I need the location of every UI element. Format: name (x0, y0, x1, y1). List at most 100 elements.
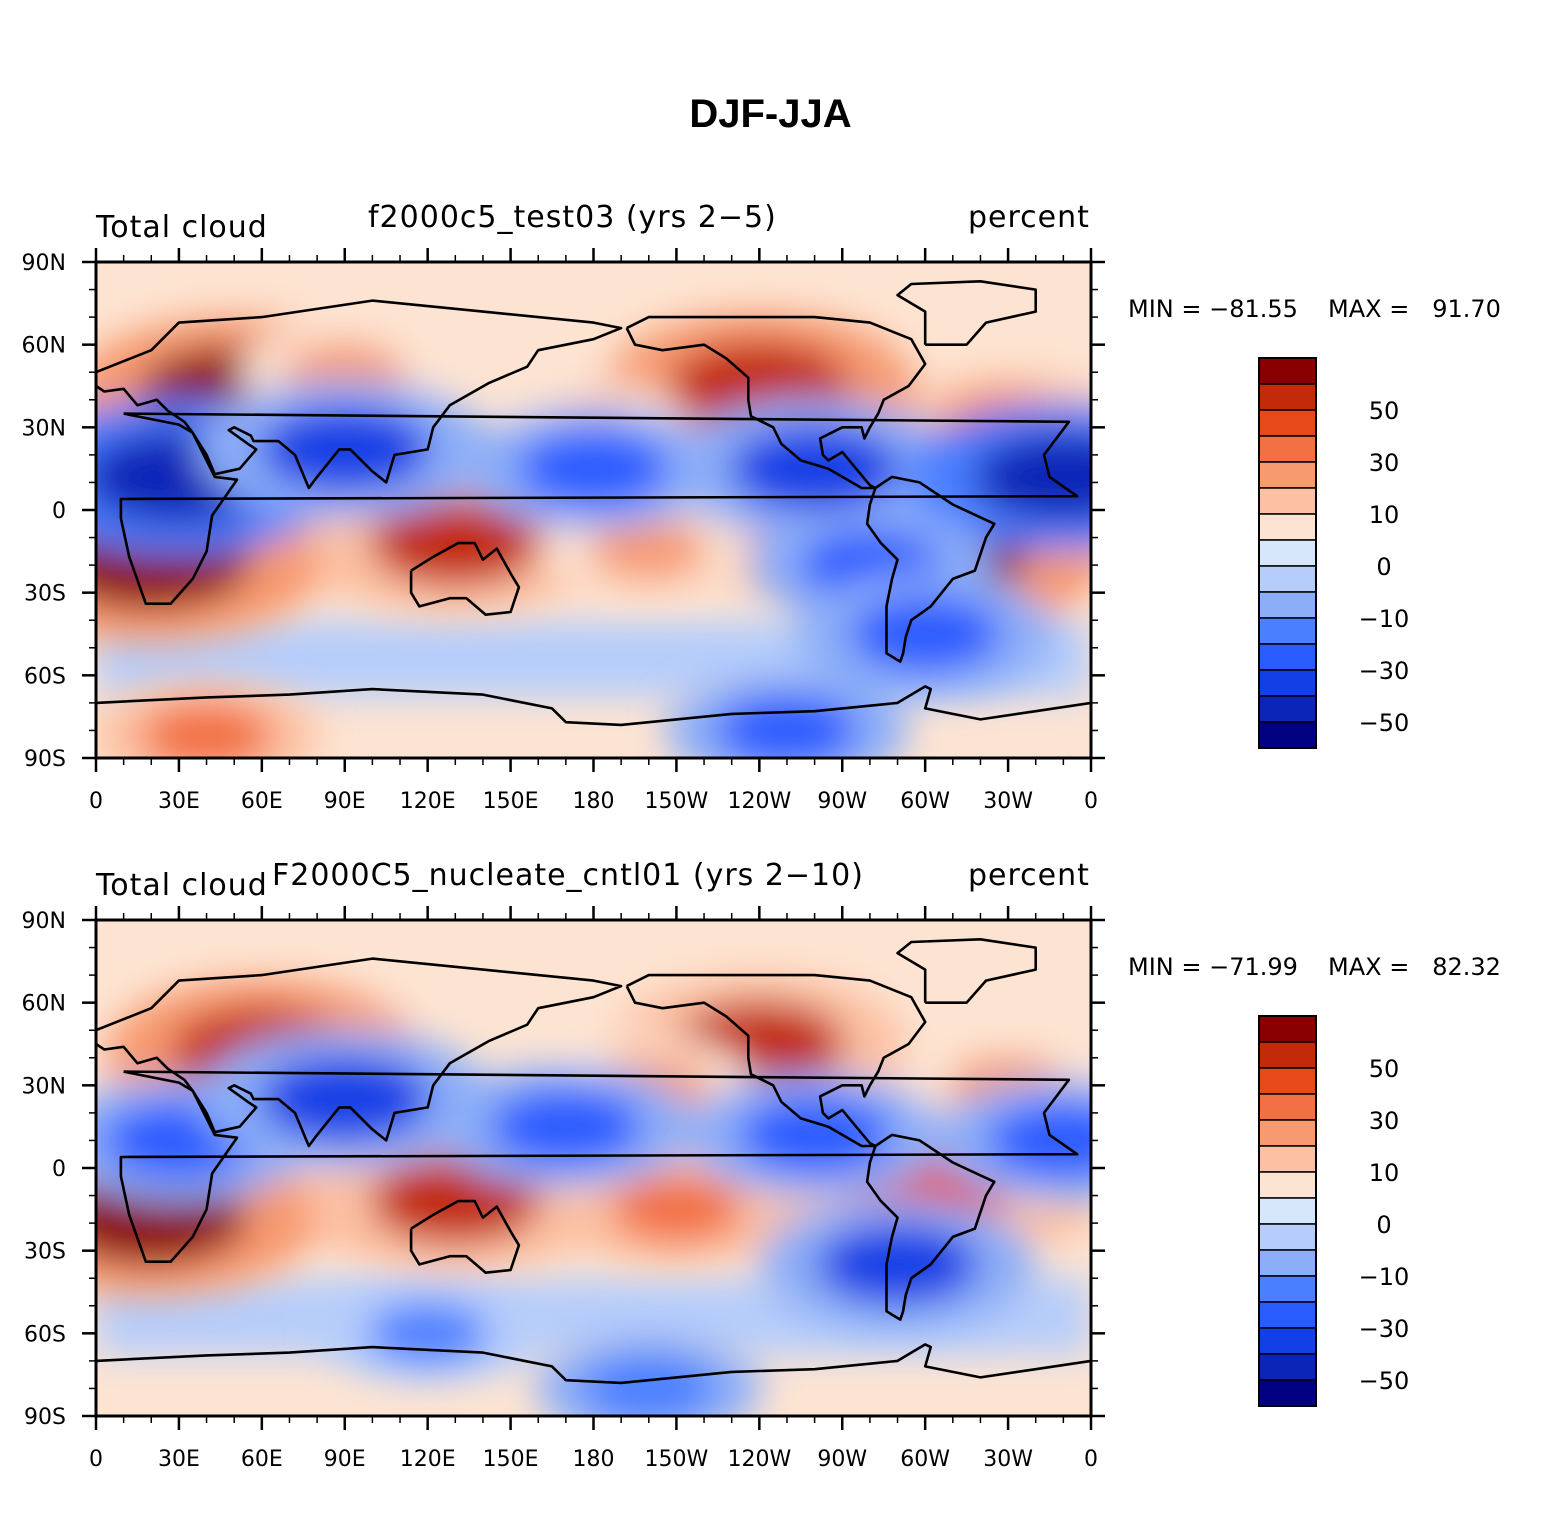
colorbar-bin (1258, 461, 1317, 489)
colorbar-bin (1258, 591, 1317, 619)
y-tick-label: 60N (22, 992, 66, 1017)
units-label: percent (968, 858, 1090, 893)
y-tick-label: 60N (22, 334, 66, 359)
colorbar-frame (1258, 357, 1317, 749)
colorbar-bin (1258, 643, 1317, 671)
coastline (865, 475, 996, 663)
x-tick-label: 60E (241, 789, 283, 814)
x-tick-label: 150W (645, 1447, 709, 1472)
anomaly-core (490, 1088, 642, 1165)
coastline (119, 412, 1079, 606)
x-tick-label: 120W (727, 1447, 791, 1472)
y-tick-label: 90N (22, 909, 66, 934)
colorbar-label: −10 (1359, 1263, 1410, 1291)
x-tick-label: 30E (158, 1447, 200, 1472)
colorbar-label: 0 (1376, 553, 1391, 581)
x-tick-label: 90W (817, 1447, 867, 1472)
colorbar-bin (1258, 1067, 1317, 1095)
y-tick-label: 60S (24, 664, 66, 689)
colorbar-bin (1258, 1353, 1317, 1381)
colorbar-label: −30 (1359, 657, 1410, 685)
colorbar-bin (1258, 1119, 1317, 1147)
x-tick-label: 150E (483, 789, 539, 814)
x-tick-label: 0 (89, 789, 103, 814)
coastline (96, 1343, 1091, 1385)
anomaly-core (518, 430, 669, 507)
colorbar: 50 30 10 0 −10 −30 −50 (1258, 1015, 1410, 1407)
case-label: f2000c5_test03 (yrs 2−5) (368, 200, 777, 235)
units-label: percent (968, 200, 1090, 235)
anomaly-core (588, 521, 710, 582)
y-tick-label: 90S (24, 1405, 66, 1430)
colorbar-bin (1258, 617, 1317, 645)
anomaly-core (988, 1102, 1091, 1179)
y-tick-label: 30N (22, 1074, 66, 1099)
x-tick-label: 180 (573, 789, 615, 814)
map-plot: 0 30E 60E 90E 120E 150E 180 150W 120W 90W 60W 30W 09… (22, 248, 1410, 814)
anomaly-core (370, 1158, 541, 1244)
field-layer (96, 920, 1091, 1416)
colorbar-label: −50 (1359, 1367, 1410, 1395)
colorbar-label: 30 (1369, 449, 1400, 477)
y-tick-label: 30S (24, 582, 66, 607)
anomaly-core (729, 426, 900, 512)
x-tick-label: 30E (158, 789, 200, 814)
anomaly-core (370, 500, 541, 586)
coastline (865, 1133, 996, 1321)
y-tick-label: 60S (24, 1322, 66, 1347)
max-label: MAX = 82.32 (1328, 953, 1501, 981)
x-tick-label: 90E (324, 1447, 366, 1472)
colorbar-label: 0 (1376, 1211, 1391, 1239)
colorbar-label: 10 (1369, 501, 1400, 529)
x-tick-label: 90W (817, 789, 867, 814)
coastline (119, 1070, 1079, 1264)
colorbar-label: 30 (1369, 1107, 1400, 1135)
colorbar-bin (1258, 409, 1317, 437)
colorbar-bin (1258, 539, 1317, 567)
x-tick-label: 150E (483, 1447, 539, 1472)
anomaly-core (141, 703, 272, 758)
colorbar-bin (1258, 383, 1317, 411)
colorbar-bin (1258, 1379, 1317, 1407)
panel-2: Total cloud F2000C5_nucleate_cntl01 (yrs… (0, 658, 1541, 1472)
x-tick-label: 120E (400, 789, 456, 814)
colorbar-label: 50 (1369, 1055, 1400, 1083)
colorbar-bin (1258, 1093, 1317, 1121)
coastline (625, 973, 927, 1148)
panel-1: Total cloud f2000c5_test03 (yrs 2−5) per… (0, 0, 1541, 814)
x-tick-label: 180 (573, 1447, 615, 1472)
coastline (409, 541, 521, 617)
variable-label: Total cloud (96, 210, 268, 245)
colorbar-label: 50 (1369, 397, 1400, 425)
coastlines (96, 279, 1091, 727)
colorbar-bin (1258, 669, 1317, 697)
colorbar-label: −50 (1359, 709, 1410, 737)
y-tick-label: 0 (52, 1157, 66, 1182)
colorbar-bin (1258, 1327, 1317, 1355)
colorbar-bin (1258, 357, 1317, 385)
map-plot: 0 30E 60E 90E 120E 150E 180 150W 120W 90W 60W 30W 09… (22, 906, 1410, 1472)
anomaly-core (973, 431, 1091, 523)
x-tick-label: 120W (727, 789, 791, 814)
colorbar-bin (1258, 1015, 1317, 1043)
colorbar-label: 10 (1369, 1159, 1400, 1187)
min-label: MIN = −81.55 (1128, 295, 1298, 323)
y-tick-label: 0 (52, 499, 66, 524)
anomaly-core (610, 1176, 742, 1243)
coastline (896, 279, 1037, 347)
colorbar-label: −10 (1359, 605, 1410, 633)
x-tick-label: 60E (241, 1447, 283, 1472)
coastline (896, 937, 1037, 1005)
x-tick-label: 30W (983, 1447, 1033, 1472)
min-label: MIN = −71.99 (1128, 953, 1298, 981)
coastline (96, 957, 623, 1148)
colorbar-bin (1258, 513, 1317, 541)
colorbar-frame (1258, 1015, 1317, 1407)
colorbar-bin (1258, 721, 1317, 749)
colorbar-label: −30 (1359, 1315, 1410, 1343)
colorbar-bin (1258, 1275, 1317, 1303)
colorbar-bin (1258, 487, 1317, 515)
anomaly-core (817, 1224, 978, 1305)
colorbar-bin (1258, 1171, 1317, 1199)
case-label: F2000C5_nucleate_cntl01 (yrs 2−10) (272, 858, 864, 893)
